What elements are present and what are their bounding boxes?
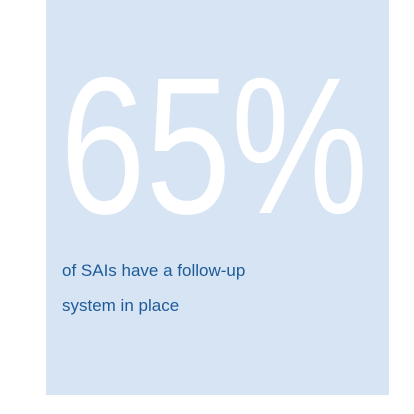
stat-figure: 65% [60,37,368,240]
stat-card: 65% of SAIs have a follow-up system in p… [46,0,389,395]
stat-caption: of SAIs have a follow-up system in place [62,261,246,315]
stat-value: 65% [60,37,368,240]
